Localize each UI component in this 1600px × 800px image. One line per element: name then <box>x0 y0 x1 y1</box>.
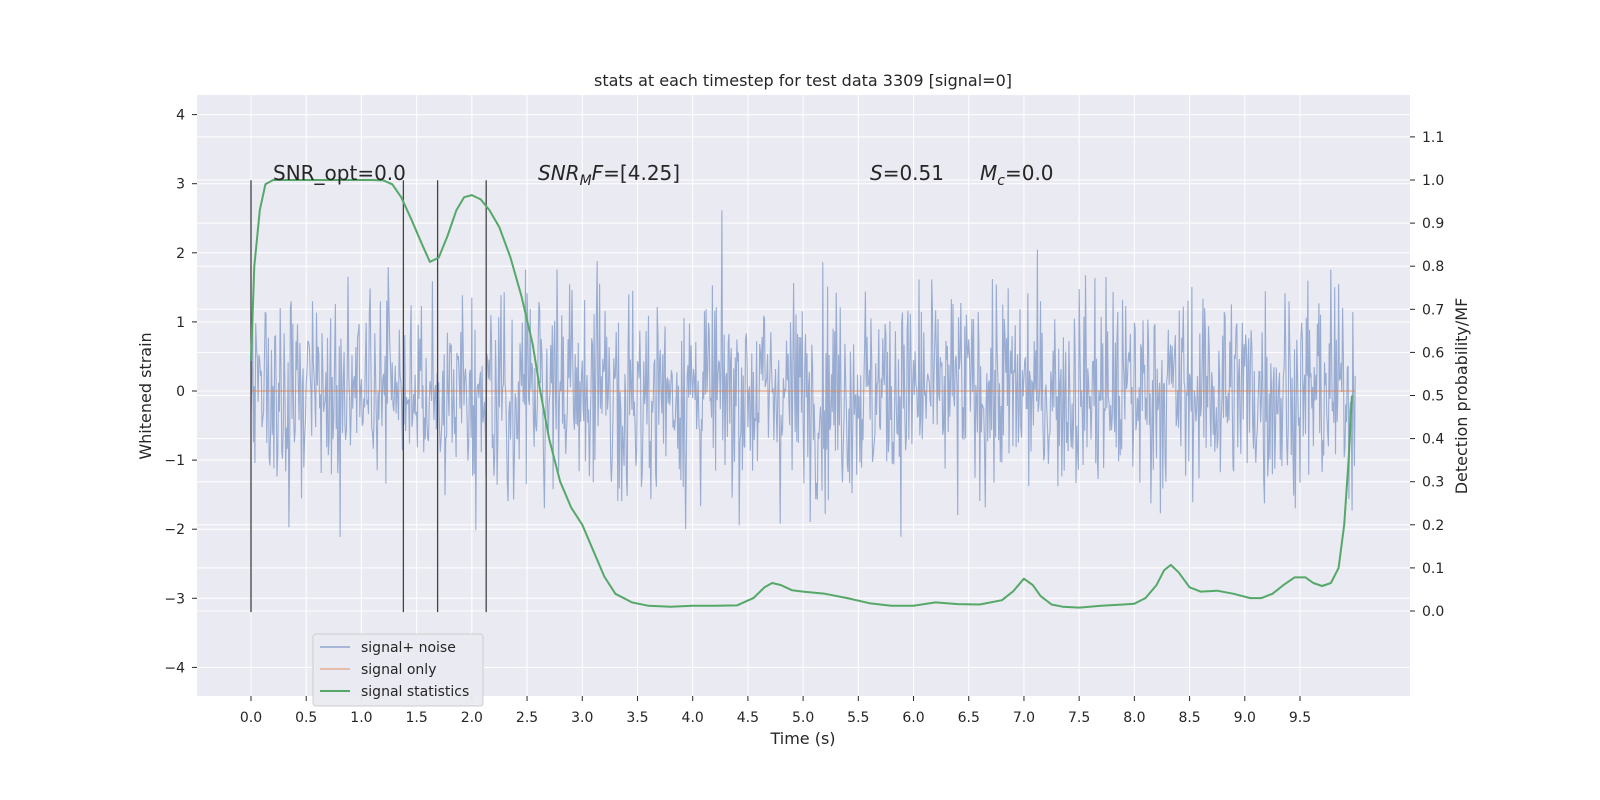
legend-box <box>312 633 484 707</box>
legend-label-signal-only: signal only <box>361 662 436 678</box>
x-tick-label: 8.0 <box>1123 710 1145 726</box>
x-tick-label: 2.5 <box>516 710 538 726</box>
x-tick-label: 4.0 <box>682 710 704 726</box>
x-tick-label: 6.5 <box>958 710 980 726</box>
x-tick-label: 6.0 <box>902 710 924 726</box>
y-axis-ticks: 4 3 2 1 0 −1 −2 −3 −4 <box>164 108 197 676</box>
y-tick-label: −1 <box>164 453 185 469</box>
x-tick-label: 9.5 <box>1289 710 1311 726</box>
y-tick-label: −3 <box>164 591 185 607</box>
y2-tick-label: 1.0 <box>1422 173 1444 189</box>
y2-tick-label: 0.8 <box>1422 259 1444 275</box>
x-tick-label: 0.5 <box>295 710 317 726</box>
y-tick-label: 0 <box>176 384 185 400</box>
x-tick-label: 7.5 <box>1068 710 1090 726</box>
x-tick-label: 3.0 <box>571 710 593 726</box>
x-tick-label: 5.0 <box>792 710 814 726</box>
y2-tick-label: 0.6 <box>1422 345 1444 361</box>
s-annotation: S=0.51 <box>870 161 944 185</box>
x-tick-label: 8.5 <box>1178 710 1200 726</box>
y-tick-label: 2 <box>176 246 185 262</box>
x-axis-ticks: 0.0 0.5 1.0 1.5 2.0 2.5 3.0 3.5 4.0 4.5 5.0 5.5 6.0 6… <box>240 696 1311 726</box>
snr-opt-annotation: SNR_opt=0.0 <box>273 161 406 185</box>
x-tick-label: 3.5 <box>626 710 648 726</box>
legend: signal+ noise signal only signal statist… <box>312 633 484 707</box>
legend-label-statistics: signal statistics <box>361 684 469 700</box>
y2-tick-label: 0.1 <box>1422 561 1444 577</box>
signal-noise-series <box>250 210 1356 537</box>
y2-axis-label: Detection probability/MF <box>1452 298 1471 495</box>
y-tick-label: 4 <box>176 108 185 124</box>
y2-tick-label: 0.3 <box>1422 475 1444 491</box>
y-tick-label: −2 <box>164 522 185 538</box>
x-tick-label: 9.0 <box>1234 710 1256 726</box>
legend-label-signal-noise: signal+ noise <box>361 640 456 656</box>
statistics-series <box>250 179 1353 609</box>
x-axis-label: Time (s) <box>769 729 835 748</box>
y2-tick-label: 1.1 <box>1422 130 1444 146</box>
y-axis-label: Whitened strain <box>136 332 155 459</box>
x-tick-label: 7.0 <box>1013 710 1035 726</box>
x-tick-label: 2.0 <box>461 710 483 726</box>
snr-mf-annotation: SNRMF=[4.25] <box>538 161 680 189</box>
x-tick-label: 1.5 <box>405 710 427 726</box>
signal-noise-line <box>250 210 1356 537</box>
x-tick-label: 4.5 <box>737 710 759 726</box>
x-tick-label: 0.0 <box>240 710 262 726</box>
y2-tick-label: 0.7 <box>1422 302 1444 318</box>
x-tick-label: 5.5 <box>847 710 869 726</box>
mc-annotation: Mc=0.0 <box>980 161 1054 189</box>
vertical-markers <box>250 180 487 613</box>
y-tick-label: −4 <box>164 660 185 676</box>
chart-title: stats at each timestep for test data 330… <box>594 71 1012 90</box>
y2-axis-ticks: 1.1 1.0 0.9 0.8 0.7 0.6 0.5 0.4 0.3 0.2 0.1 0.0 <box>1410 130 1444 620</box>
y2-tick-label: 0.4 <box>1422 432 1444 448</box>
y-tick-label: 3 <box>176 177 185 193</box>
y2-tick-label: 0.9 <box>1422 216 1444 232</box>
y-tick-label: 1 <box>176 315 185 331</box>
y2-tick-label: 0.0 <box>1422 604 1444 620</box>
y2-tick-label: 0.2 <box>1422 518 1444 534</box>
x-tick-label: 1.0 <box>350 710 372 726</box>
y2-tick-label: 0.5 <box>1422 389 1444 405</box>
statistics-line <box>250 179 1353 609</box>
